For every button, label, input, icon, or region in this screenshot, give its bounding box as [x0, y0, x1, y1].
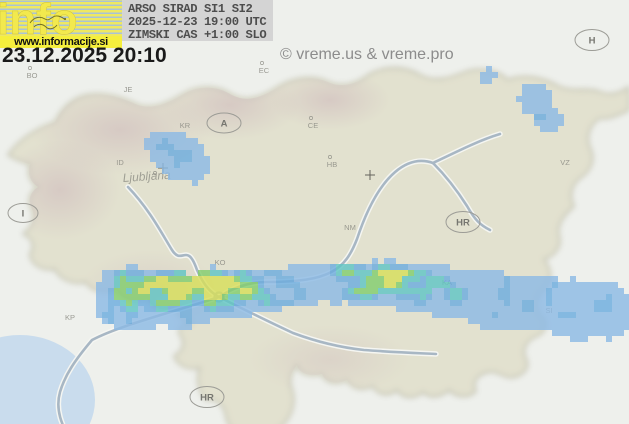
svg-text:HB: HB	[327, 160, 337, 169]
svg-text:KP: KP	[65, 313, 75, 322]
svg-text:CE: CE	[308, 121, 318, 130]
svg-text:A: A	[221, 119, 228, 130]
svg-text:NM: NM	[344, 223, 356, 232]
svg-text:HR: HR	[200, 393, 214, 404]
svg-text:I: I	[22, 209, 25, 220]
svg-text:VZ: VZ	[560, 158, 570, 167]
svg-text:JE: JE	[124, 85, 133, 94]
svg-text:KR: KR	[180, 121, 191, 130]
svg-text:EC: EC	[259, 66, 270, 75]
svg-text:ID: ID	[116, 158, 124, 167]
svg-text:KO: KO	[215, 258, 226, 267]
svg-text:HR: HR	[456, 218, 470, 229]
svg-text:BO: BO	[27, 71, 38, 80]
